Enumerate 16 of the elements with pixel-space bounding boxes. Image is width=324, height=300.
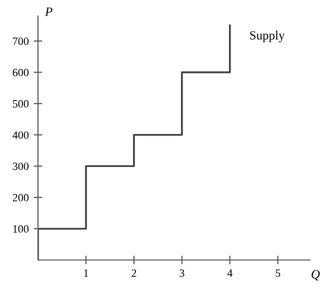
x-tick-label: 3 [180,269,184,277]
y-tick-label: 700 [13,37,29,45]
y-tick-label: 100 [13,225,29,233]
y-tick-label: 200 [12,194,29,202]
y-tick-label: 600 [12,68,29,76]
x-tick-label: 2 [132,269,136,277]
y-tick-label: 400 [12,131,29,139]
series-label: Supply [250,30,285,42]
y-axis-title: P [44,8,52,16]
x-axis-title: Q [312,270,320,280]
x-tick-label: 5 [276,269,280,277]
y-tick-label: 300 [12,162,29,170]
y-tick-label: 500 [12,100,29,108]
line-series [38,24,231,260]
x-tick-label: 1 [84,269,88,277]
x-tick-label: 4 [227,269,232,277]
